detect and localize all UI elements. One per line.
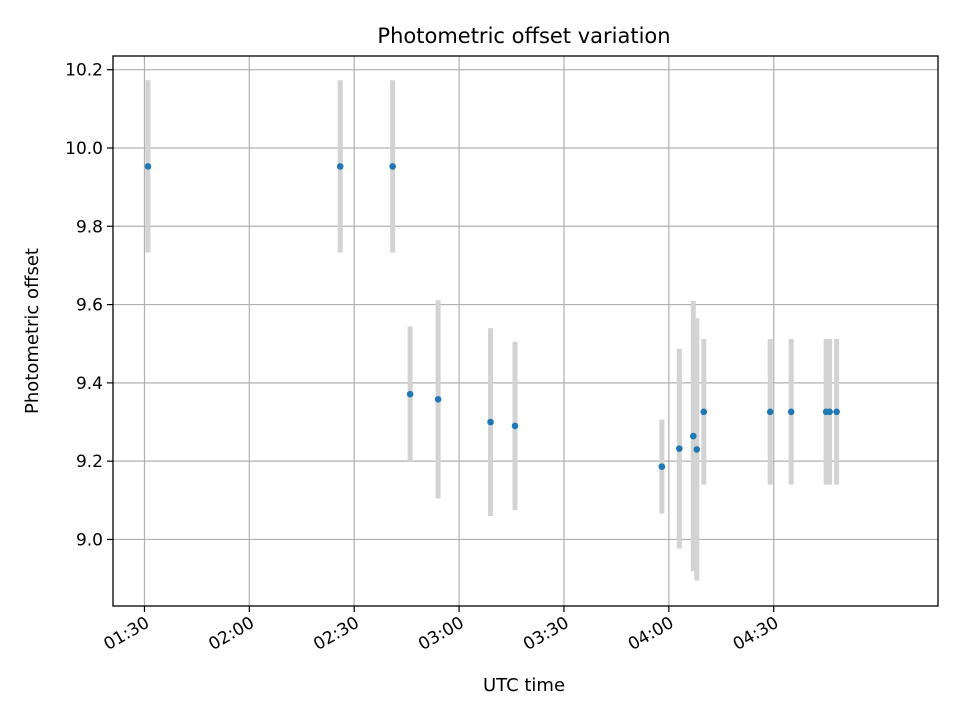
data-point [700, 408, 708, 416]
data-point [826, 408, 833, 416]
y-tick-label: 9.8 [76, 217, 103, 237]
data-point [693, 446, 701, 453]
plot-frame [112, 55, 939, 607]
data-point [336, 163, 344, 170]
y-tick-label: 9.4 [76, 374, 103, 394]
y-axis-label: Photometric offset [22, 248, 43, 414]
data-point [689, 432, 697, 440]
y-tick-label: 9.0 [76, 530, 103, 550]
data-point [787, 408, 795, 416]
data-point [676, 445, 683, 452]
y-tick-label: 10.0 [65, 139, 103, 159]
data-point [487, 418, 494, 426]
x-axis-label: UTC time [483, 675, 565, 696]
chart-title: Photometric offset variation [377, 24, 670, 48]
data-point [511, 422, 519, 430]
data-point [766, 408, 774, 416]
data-point [833, 408, 840, 416]
y-axis-ticks: 9.0 9.2 9.4 9.6 9.8 10.0 10.2 [65, 61, 113, 550]
data-point [389, 163, 396, 170]
data-point [406, 390, 414, 398]
data-points [144, 163, 840, 470]
data-point [434, 396, 442, 403]
data-point [658, 463, 666, 470]
y-tick-label: 10.2 [65, 61, 103, 81]
y-tick-label: 9.6 [76, 296, 103, 316]
data-point [144, 163, 152, 170]
grid-lines [113, 56, 938, 606]
y-tick-label: 9.2 [76, 452, 103, 472]
